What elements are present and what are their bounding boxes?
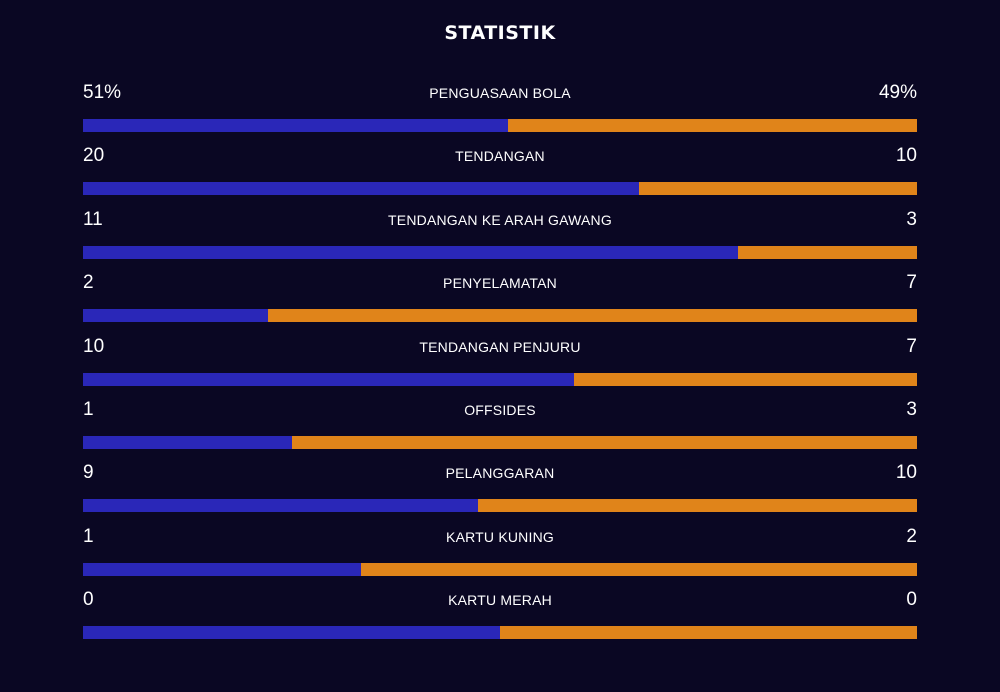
stat-row-shots-on-target: 11 TENDANGAN KE ARAH GAWANG 3 [83,207,917,270]
home-bar-segment [83,182,639,196]
away-value: 3 [906,398,917,420]
stat-label: PENYELAMATAN [443,275,557,292]
stat-row-shots: 20 TENDANGAN 10 [83,143,917,206]
comparison-bar [83,309,917,323]
away-bar-segment [738,245,917,259]
page-title: STATISTIK [444,22,556,44]
away-bar-segment [573,372,917,386]
stat-label: KARTU MERAH [448,592,552,609]
stat-label: PENGUASAAN BOLA [429,85,571,101]
home-value: 9 [83,462,94,484]
away-bar-segment [508,119,917,132]
home-value: 51% [83,82,122,103]
stat-label: PELANGGARAN [445,465,555,482]
away-value: 10 [895,462,917,484]
away-value: 3 [906,208,917,230]
comparison-bar [83,435,917,449]
stat-row-offsides: 1 OFFSIDES 3 [83,397,917,460]
home-bar-segment [83,309,269,323]
away-value: 0 [906,589,917,611]
home-bar-segment [83,499,479,513]
home-bar-segment [83,562,361,576]
stat-label: KARTU KUNING [446,528,554,545]
comparison-bar [83,182,917,196]
home-value: 0 [83,589,94,611]
away-value: 49% [878,82,917,103]
home-bar-segment [83,435,292,449]
away-value: 10 [895,145,917,167]
home-bar-segment [83,245,739,259]
comparison-bar [83,499,917,513]
stats-list: 51% PENGUASAAN BOLA 49% 20 TENDANGAN 10 … [83,80,917,651]
stat-label: TENDANGAN [455,148,545,165]
stat-label: TENDANGAN KE ARAH GAWANG [388,211,612,228]
home-value: 20 [83,145,105,167]
stat-row-yellow-cards: 1 KARTU KUNING 2 [83,524,917,587]
stat-row-possession: 51% PENGUASAAN BOLA 49% [83,80,917,143]
stat-row-saves: 2 PENYELAMATAN 7 [83,270,917,333]
home-value: 1 [83,525,94,547]
home-value: 11 [83,208,103,230]
comparison-bar [83,372,917,386]
away-bar-segment [478,499,917,513]
comparison-bar [83,119,917,132]
away-bar-segment [500,626,917,640]
stat-label: TENDANGAN PENJURU [419,338,581,355]
stat-row-fouls: 9 PELANGGARAN 10 [83,460,917,523]
stat-label: OFFSIDES [464,401,536,418]
home-value: 10 [83,335,105,357]
comparison-bar [83,562,917,576]
home-value: 2 [83,272,94,294]
away-bar-segment [291,435,917,449]
home-bar-segment [83,119,509,132]
home-bar-segment [83,372,574,386]
stat-row-corners: 10 TENDANGAN PENJURU 7 [83,334,917,397]
away-value: 2 [906,525,917,547]
away-bar-segment [638,182,917,196]
away-value: 7 [906,335,917,357]
comparison-bar [83,626,917,640]
stat-row-red-cards: 0 KARTU MERAH 0 [83,587,917,650]
away-value: 7 [906,272,917,294]
comparison-bar [83,245,917,259]
away-bar-segment [268,309,917,323]
home-bar-segment [83,626,500,640]
away-bar-segment [360,562,917,576]
home-value: 1 [83,398,94,420]
